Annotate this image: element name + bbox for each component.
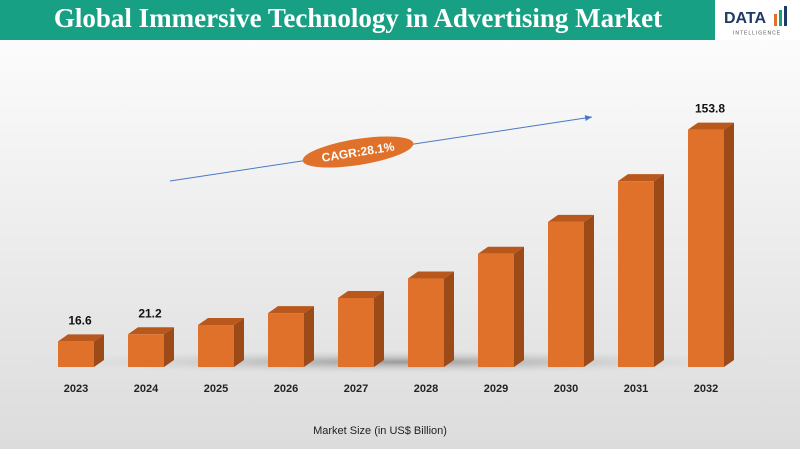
- x-tick-label: 2028: [414, 383, 438, 395]
- bar-top: [688, 122, 734, 130]
- bar-top: [548, 214, 594, 222]
- bar: [548, 221, 584, 367]
- x-tick-label: 2027: [344, 383, 368, 395]
- bar-side: [444, 271, 454, 367]
- x-tick-label: 2023: [64, 383, 88, 395]
- bar: [408, 278, 444, 367]
- bar-side: [654, 174, 664, 367]
- bar-side: [584, 214, 594, 367]
- bar-top: [198, 318, 244, 326]
- value-label: 153.8: [695, 102, 725, 116]
- bar: [618, 181, 654, 367]
- bar: [338, 297, 374, 367]
- chart-title: Global Immersive Technology in Advertisi…: [54, 3, 662, 33]
- value-label: 21.2: [138, 306, 162, 320]
- bar: [128, 334, 164, 367]
- x-tick-label: 2031: [624, 383, 648, 395]
- bar-top: [128, 327, 174, 335]
- bar: [58, 341, 94, 367]
- logo-icon: [774, 6, 787, 26]
- x-axis-label: Market Size (in US$ Billion): [313, 425, 447, 437]
- bar: [268, 313, 304, 367]
- bar-side: [514, 246, 524, 367]
- x-tick-label: 2026: [274, 383, 298, 395]
- header-band: [0, 0, 715, 40]
- bar: [688, 129, 724, 367]
- x-tick-label: 2032: [694, 383, 718, 395]
- x-tick-label: 2025: [204, 383, 228, 395]
- bar: [478, 253, 514, 367]
- bar-top: [408, 271, 454, 279]
- bar-top: [338, 290, 384, 298]
- logo-name: DATA: [724, 10, 767, 27]
- bar-side: [304, 306, 314, 367]
- bar-top: [618, 174, 664, 182]
- bar-side: [374, 290, 384, 367]
- bar-side: [94, 334, 104, 367]
- value-label: 16.6: [68, 314, 92, 328]
- x-tick-label: 2029: [484, 383, 508, 395]
- bar-side: [234, 318, 244, 367]
- bar-top: [58, 334, 104, 342]
- bar-side: [724, 122, 734, 367]
- x-tick-label: 2030: [554, 383, 578, 395]
- logo-tagline: INTELLIGENCE: [733, 30, 781, 36]
- bar-top: [268, 306, 314, 314]
- bar-side: [164, 327, 174, 367]
- x-tick-label: 2024: [134, 383, 159, 395]
- bar: [198, 325, 234, 367]
- bar-top: [478, 246, 524, 254]
